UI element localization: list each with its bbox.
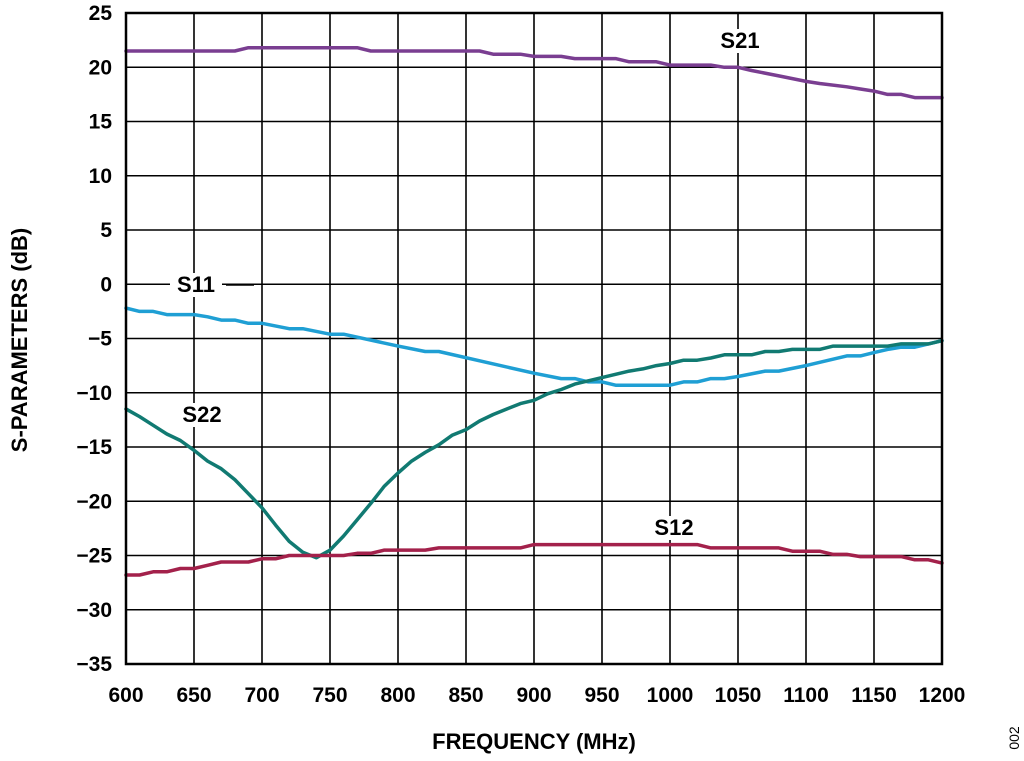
- series-line-s21: [124, 45, 944, 100]
- x-tick-label: 900: [516, 684, 551, 707]
- x-tick-label: 700: [244, 684, 279, 707]
- x-tick-labels: 600 650 700 750 800 850 900 950 1000 1050 1100 1150…: [108, 684, 965, 707]
- x-tick-label: 1200: [919, 684, 966, 707]
- x-tick-label: 600: [108, 684, 143, 707]
- y-tick-label: 15: [89, 111, 113, 134]
- label-background-s12: [648, 516, 700, 540]
- y-tick-label: −10: [76, 382, 112, 405]
- label-background-s21: [714, 29, 766, 53]
- x-tick-label: 1050: [715, 684, 762, 707]
- x-tick-label: 850: [448, 684, 483, 707]
- plot-frame: [124, 11, 944, 666]
- x-tick-label: 950: [584, 684, 619, 707]
- label-background-s22: [176, 403, 228, 427]
- y-tick-label: −15: [76, 436, 112, 459]
- series-line-s22: [124, 338, 944, 560]
- series-label-s12: S12: [654, 515, 693, 540]
- x-tick-label: 650: [176, 684, 211, 707]
- y-tick-label: 5: [100, 219, 112, 242]
- series-line-s11: [124, 306, 944, 387]
- x-tick-label: 800: [380, 684, 415, 707]
- x-tick-label: 1100: [783, 684, 829, 707]
- series-label-s21: S21: [720, 28, 759, 53]
- y-tick-label: −35: [76, 653, 112, 676]
- series-label-s11: S11: [177, 272, 215, 297]
- x-tick-label: 1000: [647, 684, 694, 707]
- y-tick-label: 20: [89, 56, 112, 79]
- y-tick-label: 0: [100, 273, 112, 296]
- figure-number: 002: [1006, 726, 1022, 750]
- y-tick-label: −20: [76, 490, 112, 513]
- y-tick-label: 25: [89, 2, 113, 25]
- x-tick-label: 1150: [851, 684, 897, 707]
- y-tick-label: −25: [76, 545, 112, 568]
- x-tick-label: 750: [312, 684, 347, 707]
- series-curves: [124, 45, 944, 577]
- series-line-s12: [124, 542, 944, 577]
- x-axis-title: FREQUENCY (MHz): [432, 729, 636, 754]
- series-labels: S21 S11 S22 S12: [170, 28, 766, 540]
- series-label-s22: S22: [182, 402, 221, 427]
- y-tick-labels: 25 20 15 10 5 0 −5 −10 −15 −20 −25 −30 −35: [76, 2, 112, 676]
- y-tick-label: −5: [88, 328, 112, 351]
- y-tick-label: −30: [76, 599, 112, 622]
- y-tick-label: 10: [89, 165, 112, 188]
- grid: [125, 12, 943, 665]
- y-axis-title: S-PARAMETERS (dB): [7, 228, 32, 452]
- label-background-s11: [170, 273, 222, 297]
